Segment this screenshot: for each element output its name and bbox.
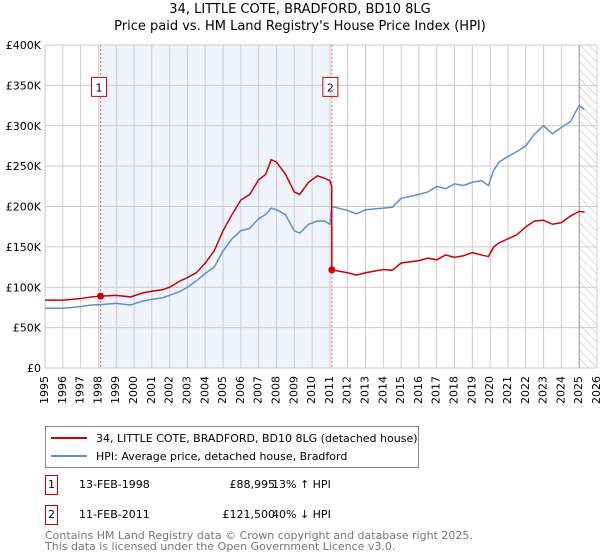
x-tick-label: 2014 [376,376,389,404]
x-tick-label: 2001 [145,376,158,404]
y-tick-label: £200K [6,201,42,214]
sale-row: 1 13-FEB-1998 £88,995 13% ↑ HPI [45,475,545,495]
x-tick-label: 2023 [537,376,550,404]
y-tick-label: £0 [27,362,41,375]
chart-title: 34, LITTLE COTE, BRADFORD, BD10 8LG [169,2,431,17]
y-tick-label: £50K [13,322,42,335]
legend: 34, LITTLE COTE, BRADFORD, BD10 8LG (det… [45,426,419,468]
sale-hpi-diff: 13% ↑ HPI [272,478,331,491]
x-tick-label: 2006 [234,376,247,404]
y-tick-label: £250K [6,160,42,173]
x-tick-label: 2003 [180,376,193,404]
sale-badge: 2 [45,505,58,525]
x-tick-label: 2018 [448,376,461,404]
x-tick-label: 2007 [252,376,265,404]
x-tick-label: 2019 [465,376,478,404]
x-tick-label: 2012 [341,376,354,404]
footer-copyright: Contains HM Land Registry data © Crown c… [45,529,473,542]
x-tick-label: 2008 [269,376,282,404]
y-tick-label: £300K [6,120,42,133]
sale-date: 13-FEB-1998 [79,478,150,491]
x-tick-label: 2004 [198,376,211,404]
x-tick-label: 2022 [519,376,532,404]
x-tick-label: 2000 [127,376,140,404]
footer: Contains HM Land Registry data © Crown c… [45,530,473,552]
sale-point [97,292,105,300]
legend-item-hpi: HPI: Average price, detached house, Brad… [51,448,347,464]
x-tick-label: 2002 [163,376,176,404]
legend-item-property: 34, LITTLE COTE, BRADFORD, BD10 8LG (det… [51,430,418,446]
legend-label: 34, LITTLE COTE, BRADFORD, BD10 8LG (det… [96,431,418,445]
sale-price: £88,995 [229,478,276,491]
sale-annotation-label: 2 [327,81,334,94]
sale-date: 11-FEB-2011 [79,508,150,521]
x-tick-label: 2016 [412,376,425,404]
x-tick-label: 2010 [305,376,318,404]
legend-swatch-blue [51,455,87,457]
x-tick-label: 2026 [590,376,600,404]
x-tick-label: 1996 [56,376,69,404]
y-tick-label: £100K [6,281,42,294]
x-tick-label: 1998 [91,376,104,404]
y-tick-label: £350K [6,79,42,92]
sale-badge: 1 [45,475,58,495]
sale-hpi-diff: 40% ↓ HPI [272,508,331,521]
sale-row: 2 11-FEB-2011 £121,500 40% ↓ HPI [45,505,545,525]
y-tick-label: £150K [6,241,42,254]
x-tick-label: 2017 [430,376,443,404]
sale-annotation-label: 1 [96,81,103,94]
x-tick-label: 2021 [501,376,514,404]
chart-subtitle: Price paid vs. HM Land Registry's House … [114,19,486,34]
x-tick-label: 2024 [554,376,567,404]
price-paid-line [45,158,585,301]
x-tick-label: 2015 [394,376,407,404]
sale-point [328,266,336,274]
sale-annotation-box [322,76,339,97]
sale-price: £121,500 [222,508,276,521]
hpi-line [45,104,585,309]
price-chart: 1995 1996 1997 1998 1999 2000 2001 2002 2003 2004… [6,39,600,404]
footer-licence: This data is licensed under the Open Gov… [45,540,396,553]
x-tick-label: 2009 [287,376,300,404]
y-tick-label: £400K [6,39,42,52]
sale-annotation-box [91,76,108,97]
x-tick-label: 2020 [483,376,496,404]
x-tick-label: 2005 [216,376,229,404]
x-tick-label: 1997 [74,376,87,404]
x-tick-label: 2013 [359,376,372,404]
x-tick-label: 1995 [38,376,51,404]
x-tick-label: 2025 [572,376,585,404]
x-tick-label: 1999 [109,376,122,404]
x-tick-label: 2011 [323,376,336,404]
legend-label: HPI: Average price, detached house, Brad… [96,449,348,463]
legend-swatch-red [51,437,87,439]
